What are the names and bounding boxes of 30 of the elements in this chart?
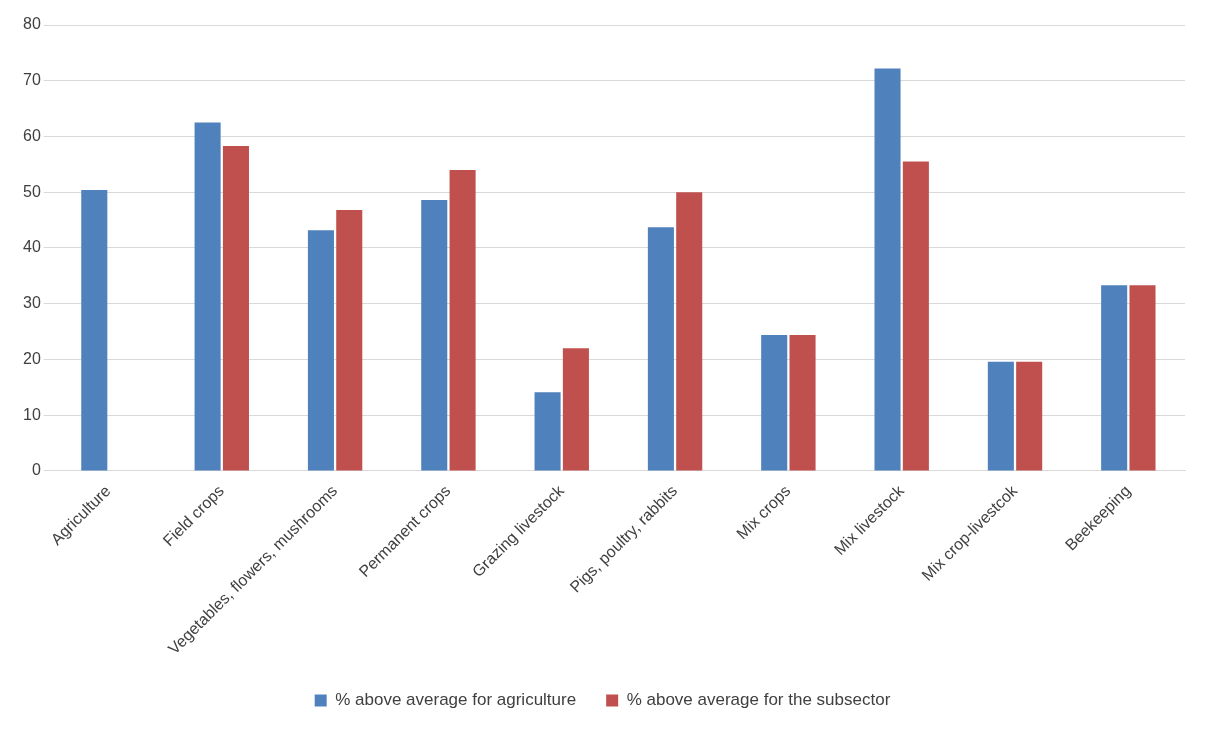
- y-tick-label: 60: [23, 126, 41, 144]
- bar: [902, 161, 929, 471]
- legend-label: % above average for agriculture: [335, 690, 577, 710]
- bar: [1129, 285, 1156, 471]
- bar: [336, 210, 363, 471]
- y-tick-label: 30: [23, 294, 41, 312]
- bar: [1016, 361, 1043, 471]
- bar: [449, 169, 476, 471]
- y-tick-label: 10: [23, 405, 41, 423]
- bar: [534, 392, 561, 471]
- y-tick-label: 50: [23, 182, 41, 200]
- bar: [194, 122, 221, 471]
- y-tick-label: 0: [31, 461, 41, 479]
- legend-label: % above average for the subsector: [626, 690, 891, 710]
- bar: [789, 334, 816, 471]
- y-tick-label: 70: [23, 71, 41, 89]
- y-tick-label: 40: [23, 238, 41, 256]
- bar: [307, 230, 334, 471]
- bar: [874, 68, 901, 471]
- bar: [1101, 285, 1128, 471]
- bar: [761, 334, 788, 471]
- y-tick-label: 80: [23, 15, 41, 33]
- bar: [987, 361, 1014, 471]
- bar: [647, 227, 674, 471]
- bar: [421, 200, 448, 471]
- bar: [676, 192, 703, 471]
- y-tick-label: 20: [23, 349, 41, 367]
- bar: [81, 189, 108, 471]
- bar: [562, 348, 589, 471]
- bar: [222, 145, 249, 471]
